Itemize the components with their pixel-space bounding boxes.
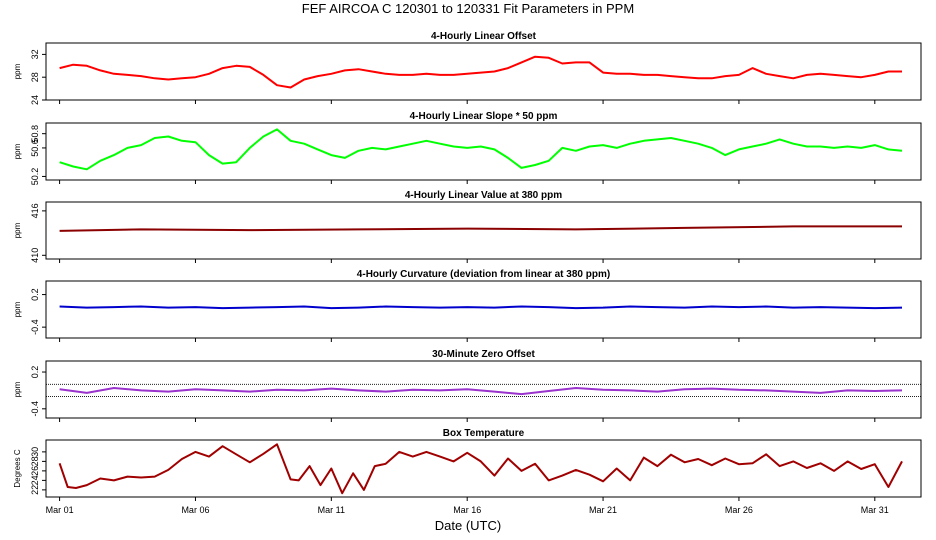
x-tick-label: Mar 16 (453, 505, 481, 515)
plot-frame (45, 42, 922, 101)
y-tick-label: 24 (30, 475, 40, 485)
panel-title: 4-Hourly Curvature (deviation from linea… (357, 269, 610, 280)
y-axis-label: ppm (13, 143, 22, 159)
series-line (59, 305, 903, 310)
panel-title: Box Temperature (443, 428, 525, 439)
figure-title: FEF AIRCOA C 120301 to 120331 Fit Parame… (302, 1, 634, 16)
y-tick-label: 50.6 (30, 139, 40, 157)
y-axis-label: ppm (13, 63, 22, 79)
y-tick-label: 28 (30, 72, 40, 82)
plot-frame (45, 439, 922, 498)
y-tick-label: 26 (30, 466, 40, 476)
panel-3: 4-Hourly Linear Value at 380 ppm ppm 410 41… (13, 190, 922, 263)
y-tick-label: 28 (30, 456, 40, 466)
y-tick-label: -0.4 (30, 319, 40, 335)
y-tick-label: 50.2 (30, 168, 40, 186)
x-tick-label: Mar 06 (181, 505, 209, 515)
x-tick-label: Mar 21 (589, 505, 617, 515)
panel-1: 4-Hourly Linear Offset ppm 24 28 32 (13, 31, 922, 105)
panel-title: 30-Minute Zero Offset (432, 349, 535, 360)
plot-frame (45, 280, 922, 339)
y-tick-label: 0.2 (30, 366, 40, 379)
panel-5: 30-Minute Zero Offset ppm -0.4 0.2 (13, 349, 922, 422)
y-tick-label: 410 (30, 248, 40, 263)
y-tick-label: 50.8 (30, 125, 40, 143)
x-axis: Mar 01 Mar 06 Mar 11 Mar 16 Mar 21 Mar 26 Mar … (46, 505, 889, 515)
panel-title: 4-Hourly Linear Slope * 50 ppm (410, 111, 558, 122)
series-line (59, 128, 903, 171)
series-line (58, 443, 903, 495)
panel-title: 4-Hourly Linear Value at 380 ppm (405, 190, 562, 201)
y-tick-label: 416 (30, 203, 40, 218)
plot-frame (45, 201, 922, 260)
y-axis-label: ppm (13, 301, 22, 317)
y-tick-label: 24 (30, 95, 40, 105)
y-tick-label: 22 (30, 485, 40, 495)
plot-frame (45, 122, 922, 181)
panel-4: 4-Hourly Curvature (deviation from linea… (13, 269, 922, 342)
y-axis-label: Degrees C (13, 449, 22, 487)
x-tick-label: Mar 01 (46, 505, 74, 515)
y-tick-label: 0.2 (30, 288, 40, 301)
y-tick-label: 32 (30, 49, 40, 59)
x-tick-label: Mar 31 (861, 505, 889, 515)
y-tick-label: 30 (30, 447, 40, 457)
series-line (59, 225, 902, 232)
y-axis-label: ppm (13, 381, 22, 397)
y-axis-label: ppm (13, 222, 22, 238)
x-tick-label: Mar 11 (318, 505, 345, 515)
series-line (59, 55, 902, 89)
panel-2: 4-Hourly Linear Slope * 50 ppm ppm 50.2 50.… (13, 111, 922, 186)
x-axis-label: Date (UTC) (435, 518, 501, 533)
panel-title: 4-Hourly Linear Offset (431, 31, 537, 42)
y-tick-label: -0.4 (30, 401, 40, 417)
series-line (59, 387, 903, 396)
x-tick-label: Mar 26 (725, 505, 753, 515)
panels: 4-Hourly Linear Offsetppm2428324-Hourly … (13, 31, 922, 501)
plot-frame (45, 360, 922, 419)
